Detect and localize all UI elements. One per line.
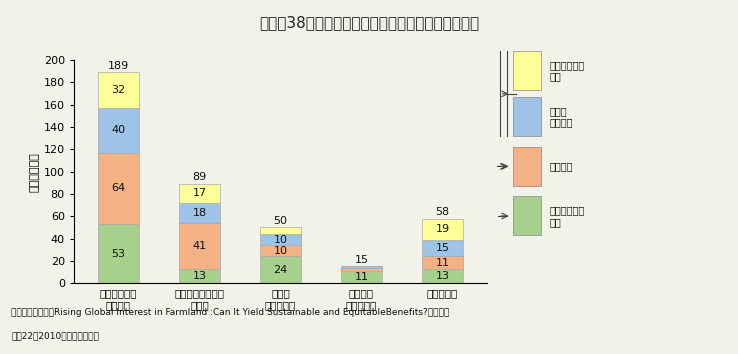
Bar <box>261 227 300 234</box>
Text: 工芸・
換金作物: 工芸・ 換金作物 <box>550 106 573 128</box>
Text: 89: 89 <box>193 172 207 182</box>
Text: 24: 24 <box>273 265 288 275</box>
Text: 15: 15 <box>435 243 449 253</box>
Text: 家畜・猟区・
森林: 家畜・猟区・ 森林 <box>550 60 585 82</box>
Text: 図１－38　投資先地域ごとの作物別プロジェクト数: 図１－38 投資先地域ごとの作物別プロジェクト数 <box>259 16 479 30</box>
Bar <box>98 224 139 283</box>
Text: 64: 64 <box>111 183 125 193</box>
Text: 食用作物: 食用作物 <box>550 161 573 171</box>
Text: 22（2010）年９月公表）: 22（2010）年９月公表） <box>11 331 99 340</box>
Bar <box>179 203 220 223</box>
Bar <box>179 184 220 203</box>
Text: 41: 41 <box>193 241 207 251</box>
Text: 10: 10 <box>274 246 287 256</box>
Bar <box>98 73 139 108</box>
Text: 18: 18 <box>193 208 207 218</box>
Text: バイオ燃料用
作物: バイオ燃料用 作物 <box>550 205 585 227</box>
Text: 10: 10 <box>274 235 287 245</box>
Bar <box>261 256 300 283</box>
Text: 53: 53 <box>111 249 125 259</box>
Text: 58: 58 <box>435 207 449 217</box>
Bar <box>261 234 300 245</box>
Bar <box>341 271 382 283</box>
Bar <box>422 269 463 283</box>
Bar <box>422 240 463 256</box>
Text: 11: 11 <box>354 272 368 282</box>
Bar <box>98 153 139 224</box>
Text: 資料：世界銀行「Rising Global Interest in Farmland :Can It Yield Sustainable and Equitab: 資料：世界銀行「Rising Global Interest in Farmla… <box>11 308 449 317</box>
Bar <box>341 268 382 271</box>
Bar <box>422 256 463 269</box>
Bar <box>98 108 139 153</box>
Text: 189: 189 <box>108 61 129 71</box>
Bar <box>179 269 220 283</box>
Text: 13: 13 <box>435 271 449 281</box>
Text: 50: 50 <box>274 216 287 226</box>
Text: 32: 32 <box>111 85 125 95</box>
Bar <box>341 267 382 268</box>
Text: 15: 15 <box>354 255 368 265</box>
Bar <box>422 218 463 240</box>
Text: 40: 40 <box>111 125 125 136</box>
Text: 13: 13 <box>193 271 207 281</box>
Text: 11: 11 <box>435 258 449 268</box>
Text: 19: 19 <box>435 224 449 234</box>
Bar <box>179 223 220 269</box>
Y-axis label: プロジェクト: プロジェクト <box>30 152 39 192</box>
Bar <box>261 245 300 256</box>
Text: 17: 17 <box>193 188 207 199</box>
